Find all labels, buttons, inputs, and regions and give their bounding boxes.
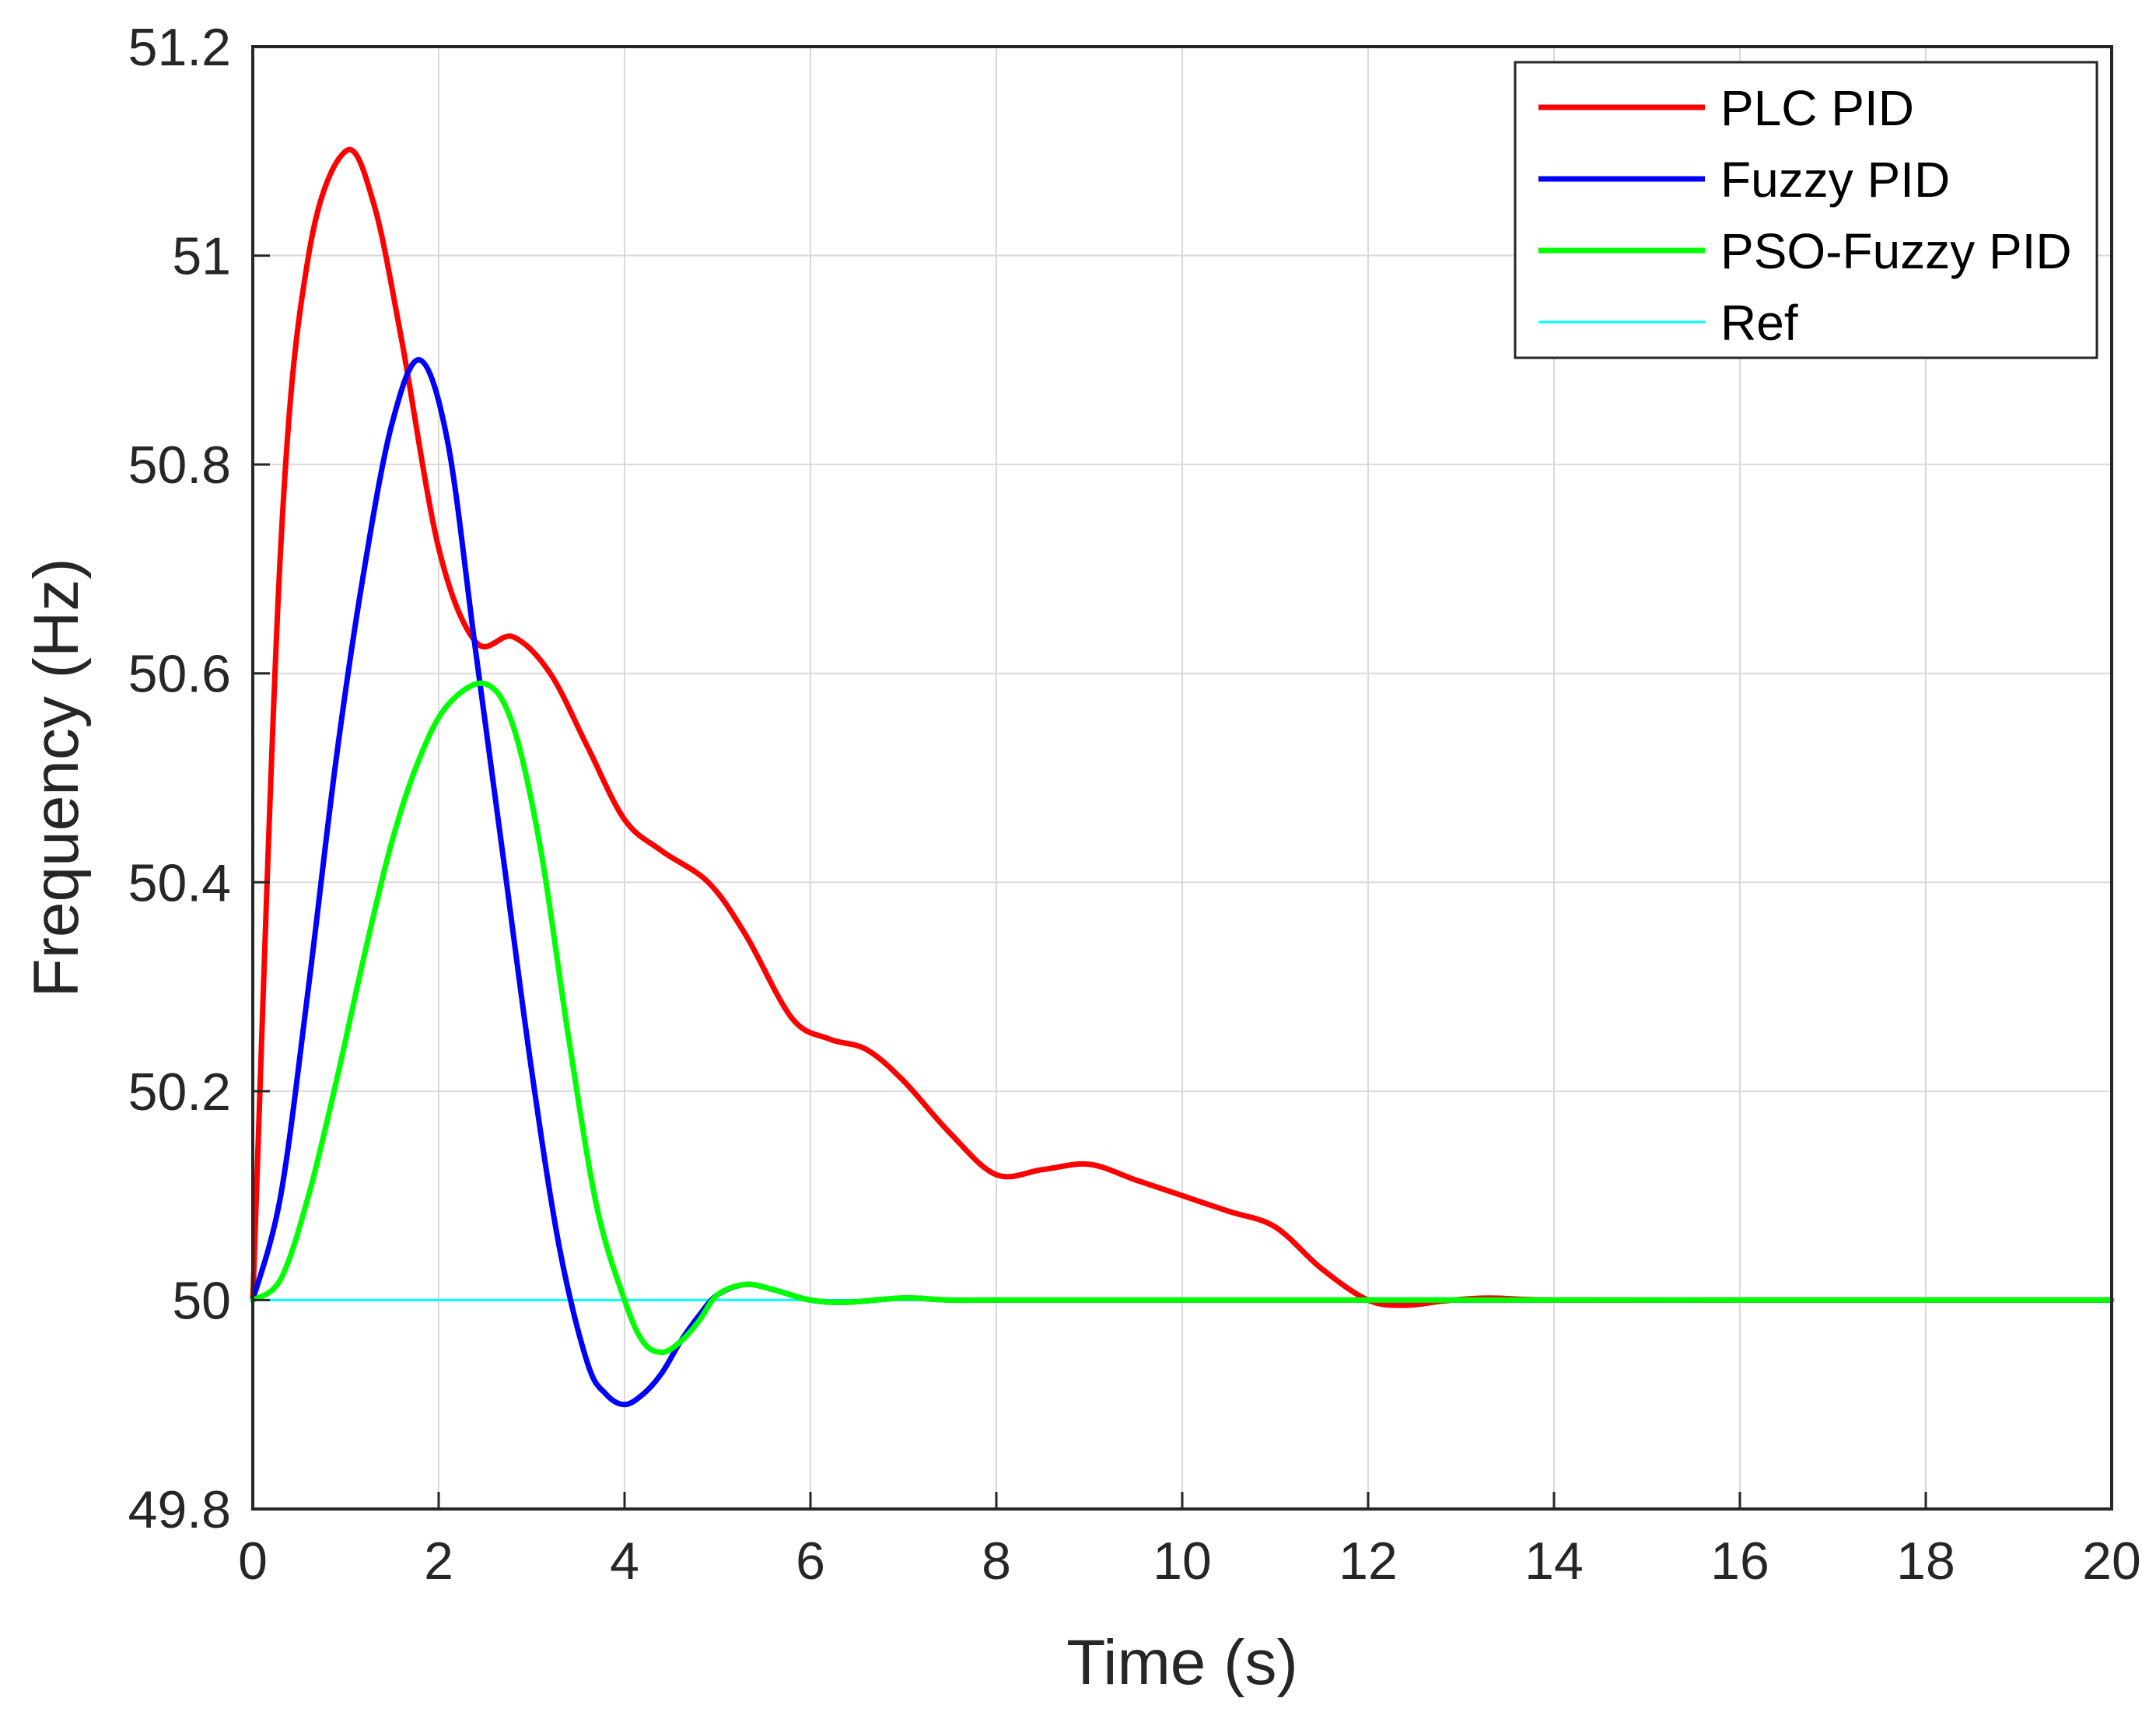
x-tick-label: 14 [1524, 1532, 1584, 1591]
x-tick-label: 16 [1710, 1532, 1769, 1591]
y-tick-label: 49.8 [128, 1480, 231, 1539]
x-tick-label: 18 [1896, 1532, 1955, 1591]
x-tick-label: 8 [982, 1532, 1011, 1591]
series-line-pso-fuzzy-pid [250, 680, 2115, 1356]
legend-label-plc-pid: PLC PID [1720, 80, 1914, 136]
legend-label-ref: Ref [1720, 295, 1798, 351]
x-tick-label: 4 [610, 1532, 639, 1591]
x-tick-label: 6 [796, 1532, 825, 1591]
y-tick-label: 50.4 [128, 853, 231, 912]
y-tick-label: 50.8 [128, 436, 231, 495]
legend: PLC PID Fuzzy PID PSO-Fuzzy PID Ref [1514, 61, 2098, 359]
legend-label-pso-fuzzy-pid: PSO-Fuzzy PID [1720, 223, 2072, 279]
y-axis-title: Frequency (Hz) [21, 558, 92, 997]
x-tick-label: 0 [238, 1532, 268, 1591]
axis-ticks [251, 45, 2113, 1511]
legend-box [1514, 61, 2098, 359]
x-tick-label: 10 [1153, 1532, 1212, 1591]
y-tick-label: 51 [172, 227, 231, 286]
x-axis-title: Time (s) [1066, 1627, 1298, 1698]
y-tick-label: 50.6 [128, 645, 231, 704]
y-tick-label: 50.2 [128, 1063, 231, 1122]
legend-label-fuzzy-pid: Fuzzy PID [1720, 152, 1950, 208]
x-tick-label: 12 [1339, 1532, 1398, 1591]
y-tick-label: 51.2 [128, 18, 231, 77]
series-layer [250, 146, 2115, 1408]
x-tick-label: 2 [424, 1532, 453, 1591]
x-tick-label: 20 [2082, 1532, 2141, 1591]
tick-labels: 0 2 4 6 8 10 12 14 16 18 20 49.8 50 50.2 50.4 50.6 50.8 5… [128, 18, 2141, 1591]
y-tick-label: 50 [172, 1271, 231, 1330]
